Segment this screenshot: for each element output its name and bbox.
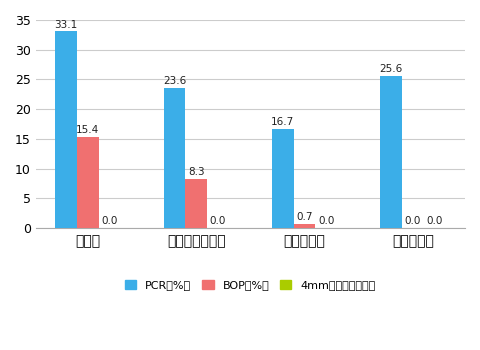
Legend: PCR（%）, BOP（%）, 4mm以上のポケット: PCR（%）, BOP（%）, 4mm以上のポケット [121, 275, 380, 295]
Text: 23.6: 23.6 [163, 76, 186, 86]
Text: 0.7: 0.7 [296, 212, 313, 222]
Bar [55, 31, 77, 228]
Text: 0.0: 0.0 [405, 216, 421, 226]
Bar [185, 179, 207, 228]
Text: 25.6: 25.6 [380, 64, 403, 74]
Text: 0.0: 0.0 [318, 216, 335, 226]
Bar [294, 224, 315, 228]
Bar [77, 136, 98, 228]
Text: 8.3: 8.3 [188, 167, 204, 177]
Text: 0.0: 0.0 [426, 216, 443, 226]
Text: 15.4: 15.4 [76, 125, 99, 135]
Text: 16.7: 16.7 [271, 117, 295, 127]
Bar [272, 129, 294, 228]
Text: 33.1: 33.1 [54, 20, 78, 29]
Bar [381, 76, 402, 228]
Text: 0.0: 0.0 [210, 216, 226, 226]
Text: 0.0: 0.0 [101, 216, 118, 226]
Bar [164, 88, 185, 228]
